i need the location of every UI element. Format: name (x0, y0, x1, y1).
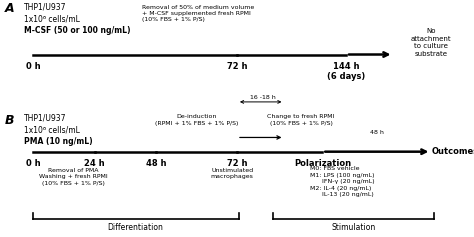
Text: 1x10⁶ cells/mL: 1x10⁶ cells/mL (24, 14, 80, 23)
Text: 144 h
(6 days): 144 h (6 days) (327, 62, 365, 81)
Text: 48 h: 48 h (370, 130, 384, 135)
Text: Polarization: Polarization (294, 159, 351, 168)
Text: THP1/U937: THP1/U937 (24, 114, 66, 123)
Text: 0 h: 0 h (26, 62, 40, 71)
Text: 24 h: 24 h (84, 159, 105, 168)
Text: Stimulation: Stimulation (331, 223, 375, 232)
Text: THP1/U937: THP1/U937 (24, 2, 66, 11)
Text: M-CSF (50 or 100 ng/mL): M-CSF (50 or 100 ng/mL) (24, 26, 130, 35)
Text: 0 h: 0 h (26, 159, 40, 168)
Text: 48 h: 48 h (146, 159, 167, 168)
Text: Unstimulated
macrophages: Unstimulated macrophages (211, 168, 254, 179)
Text: Change to fresh RPMI
(10% FBS + 1% P/S): Change to fresh RPMI (10% FBS + 1% P/S) (267, 114, 335, 126)
Text: No
attachment
to culture
substrate: No attachment to culture substrate (411, 28, 452, 57)
Text: Removal of 50% of medium volume
+ M-CSF supplemented fresh RPMI
(10% FBS + 1% P/: Removal of 50% of medium volume + M-CSF … (142, 5, 255, 22)
Text: Outcomes: Outcomes (431, 147, 474, 156)
Text: M0: FBS vehicle
M1: LPS (100 ng/mL)
      IFN-γ (20 ng/mL)
M2: IL-4 (20 ng/mL)
 : M0: FBS vehicle M1: LPS (100 ng/mL) IFN-… (310, 166, 375, 197)
Text: Removal of PMA
Washing + fresh RPMI
(10% FBS + 1% P/S): Removal of PMA Washing + fresh RPMI (10%… (39, 168, 108, 186)
Text: A: A (5, 2, 14, 15)
Text: PMA (10 ng/mL): PMA (10 ng/mL) (24, 137, 92, 146)
Text: De-induction
(RPMI + 1% FBS + 1% P/S): De-induction (RPMI + 1% FBS + 1% P/S) (155, 114, 238, 126)
Text: B: B (5, 114, 14, 127)
Text: 16 -18 h: 16 -18 h (250, 95, 276, 100)
Text: 72 h: 72 h (227, 159, 247, 168)
Text: 72 h: 72 h (227, 62, 247, 71)
Text: Differentiation: Differentiation (107, 223, 163, 232)
Text: 1x10⁶ cells/mL: 1x10⁶ cells/mL (24, 126, 80, 135)
